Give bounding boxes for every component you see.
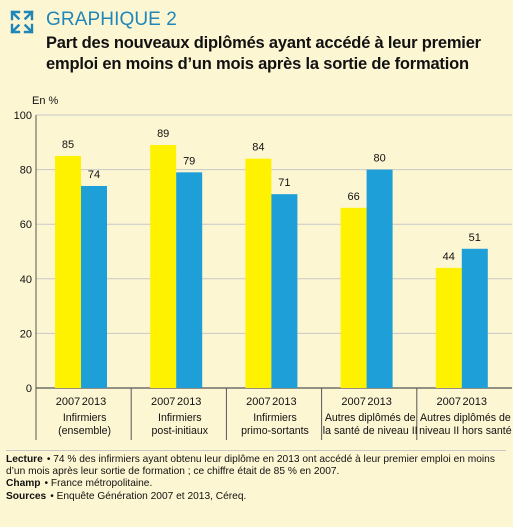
data-label-2013-3: 71 <box>278 177 290 189</box>
bar-2007-1 <box>55 155 81 388</box>
chart-area: 0 20 40 60 80 100 En % 85 2007 74 2013 Infirmiers (e… <box>0 88 513 446</box>
x-series-label-2007: 2007 <box>341 396 365 408</box>
x-series-label-2013: 2013 <box>367 396 391 408</box>
data-label-2007-5: 44 <box>443 251 455 263</box>
lecture-note: Lecture • 74 % des infirmiers ayant obten… <box>6 454 506 478</box>
data-label-2007-4: 66 <box>347 191 359 203</box>
sources-text: • Enquête Génération 2007 et 2013, Céreq… <box>50 490 247 502</box>
data-label-2007-2: 89 <box>157 128 169 140</box>
x-series-label-2013: 2013 <box>463 396 487 408</box>
data-label-2007-1: 85 <box>62 139 74 151</box>
sources-label: Sources <box>6 490 47 502</box>
bar-2013-3 <box>271 194 298 388</box>
data-label-2013-2: 79 <box>183 155 195 167</box>
bar-2007-3 <box>245 158 272 388</box>
category-label-line: Infirmiers <box>63 412 107 424</box>
x-series-label-2013: 2013 <box>177 396 201 408</box>
bar-2013-4 <box>366 169 393 388</box>
x-series-label-2013: 2013 <box>82 396 106 408</box>
y-tick-label: 60 <box>20 219 32 231</box>
data-label-2007-3: 84 <box>252 142 264 154</box>
x-series-label-2007: 2007 <box>246 396 270 408</box>
x-series-label-2007: 2007 <box>56 396 80 408</box>
chart-notes: Lecture • 74 % des infirmiers ayant obten… <box>6 454 506 503</box>
champ-label: Champ <box>6 478 41 490</box>
y-axis-label: En % <box>32 95 59 107</box>
sources-note: Sources • Enquête Génération 2007 et 2013… <box>6 491 506 503</box>
category-label-line: Infirmiers <box>158 412 202 424</box>
data-label-2013-5: 51 <box>469 232 481 244</box>
category-label-line: la santé de niveau II <box>323 425 418 437</box>
expand-icon[interactable] <box>10 10 34 34</box>
category-label-line: post-initiaux <box>152 425 209 437</box>
notes-divider <box>6 450 506 451</box>
champ-text: • France métropolitaine. <box>44 478 153 490</box>
category-label-line: Autres diplômés de <box>325 412 416 424</box>
category-label-line: Infirmiers <box>253 412 297 424</box>
lecture-label: Lecture <box>6 454 43 465</box>
y-tick-label: 20 <box>20 328 32 340</box>
chart-header: GRAPHIQUE 2 Part des nouveaux diplômés a… <box>8 8 505 80</box>
champ-note: Champ • France métropolitaine. <box>6 478 506 490</box>
y-tick-label: 100 <box>14 110 32 122</box>
lecture-text: • 74 % des infirmiers ayant obtenu leur … <box>6 454 495 478</box>
x-series-label-2007: 2007 <box>151 396 175 408</box>
data-label-2013-1: 74 <box>88 169 100 181</box>
chart-title: Part des nouveaux diplômés ayant accédé … <box>46 34 481 73</box>
category-label-line: primo-sortants <box>241 425 309 437</box>
bar-2013-1 <box>81 185 107 388</box>
data-label-2013-4: 80 <box>373 153 385 165</box>
category-label-line: niveau II hors santé <box>419 425 512 437</box>
bar-2007-4 <box>340 207 367 388</box>
chart-kicker: GRAPHIQUE 2 <box>46 9 177 30</box>
bar-2007-2 <box>150 145 177 388</box>
x-series-label-2007: 2007 <box>437 396 461 408</box>
category-label-line: Autres diplômés de <box>420 412 511 424</box>
category-label-line: (ensemble) <box>58 425 111 437</box>
bar-2013-5 <box>461 248 488 388</box>
bar-2013-2 <box>176 172 203 388</box>
x-series-label-2013: 2013 <box>272 396 296 408</box>
y-tick-label: 40 <box>20 274 32 286</box>
y-tick-label: 0 <box>26 383 32 395</box>
bar-2007-5 <box>435 267 462 388</box>
y-tick-label: 80 <box>20 165 32 177</box>
